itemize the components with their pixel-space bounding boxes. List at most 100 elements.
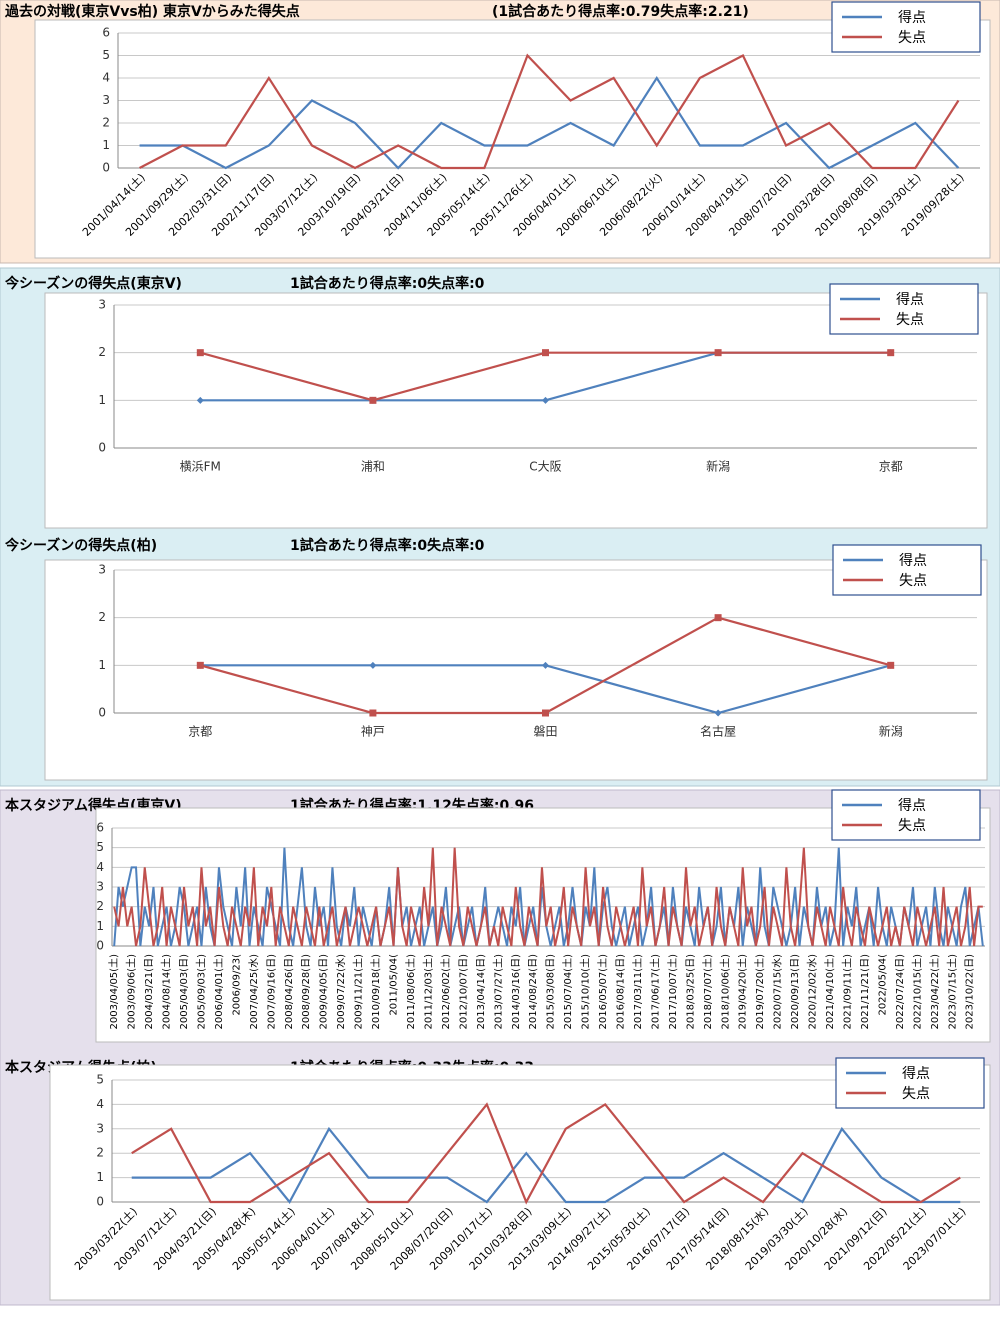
series-line: [139, 75, 960, 170]
chart-title: 今シーズンの得失点(柏): [4, 537, 157, 554]
x-tick-label: 2003/09/06(土): [125, 954, 138, 1030]
x-tick-label: 2009/04/05(日): [319, 954, 330, 1030]
legend-box: [832, 544, 982, 596]
x-tick-label: 神戸: [361, 725, 385, 739]
x-tick-label: 2021/04/10(土): [823, 954, 836, 1030]
legend-box: [835, 1057, 985, 1109]
x-tick-label: 2003/04/05(土): [107, 954, 120, 1030]
y-tick-label: 1: [96, 919, 104, 933]
y-tick-label: 2: [98, 610, 106, 624]
x-tick-label: 2011/05/04(: [389, 954, 400, 1016]
y-tick-label: 0: [102, 161, 110, 175]
y-tick-label: 4: [96, 860, 104, 874]
y-tick-label: 3: [102, 93, 110, 107]
chart-subtitle: (1試合あたり得点率:0.79失点率:2.21): [492, 3, 749, 20]
marker: [542, 709, 549, 717]
legend-box: [829, 283, 979, 335]
x-tick-label: 2017/03/11(土): [631, 954, 644, 1030]
y-tick-label: 6: [96, 821, 104, 835]
y-tick-label: 6: [102, 26, 110, 40]
y-tick-label: 5: [102, 48, 110, 62]
x-tick-label: 2023/07/15(土): [945, 954, 958, 1030]
x-tick-label: 2015/10/10(土): [579, 954, 592, 1030]
x-tick-label: 2012/10/07(日): [458, 954, 469, 1030]
y-tick-label: 1: [102, 138, 110, 152]
marker: [196, 396, 204, 404]
y-tick-label: 5: [96, 1073, 104, 1087]
x-tick-label: 2020/12/02(水): [807, 954, 819, 1030]
y-tick-label: 4: [96, 1097, 104, 1111]
x-tick-label: 2018/07/07(土): [701, 954, 714, 1030]
y-tick-label: 3: [96, 1121, 104, 1135]
marker: [369, 396, 377, 404]
x-tick-label: 2017/06/17(土): [648, 954, 661, 1030]
x-tick-label: 2016/08/14(日): [616, 954, 627, 1030]
y-tick-label: 3: [96, 880, 104, 894]
legend-box: [831, 789, 981, 841]
legend-label: 得点: [896, 291, 924, 308]
y-tick-label: 2: [96, 899, 104, 913]
legend-label: 得点: [898, 797, 926, 814]
legend-label: 失点: [896, 312, 924, 328]
series-line: [113, 847, 983, 947]
marker: [887, 349, 895, 357]
marker: [542, 349, 549, 357]
y-tick-label: 1: [98, 658, 106, 672]
marker: [542, 396, 549, 404]
marker: [714, 349, 722, 357]
x-tick-label: 2016/05/07(土): [596, 954, 609, 1030]
chart-area: [34, 19, 991, 259]
x-tick-label: 2012/06/02(土): [439, 954, 452, 1030]
x-tick-label: 名古屋: [700, 724, 736, 739]
y-tick-label: 2: [102, 116, 110, 130]
chart-subtitle: 1試合あたり得点率:0失点率:0: [290, 275, 485, 292]
series-line: [139, 53, 960, 170]
x-tick-label: 2019/07/20(土): [753, 954, 766, 1030]
x-tick-label: 2005/04/03(日): [179, 954, 190, 1030]
x-tick-label: 2022/07/24(日): [895, 954, 906, 1030]
chart-title: 過去の対戦(東京Vvs柏) 東京Vからみた得失点: [4, 3, 300, 20]
x-tick-label: 2023/04/22(土): [928, 954, 941, 1030]
y-tick-label: 0: [96, 939, 104, 953]
x-tick-label: 2021/11/21(日): [860, 954, 871, 1030]
chart-subtitle: 1試合あたり得点率:0失点率:0: [290, 537, 485, 554]
x-tick-label: 2023/10/22(日): [965, 954, 976, 1030]
marker: [887, 661, 895, 669]
marker: [369, 709, 377, 717]
x-tick-label: 2022/05/04(: [877, 954, 888, 1016]
series-line: [113, 847, 984, 947]
x-tick-label: 2015/07/04(土): [561, 954, 574, 1030]
x-tick-label: 2004/03/21(日): [144, 954, 155, 1030]
x-tick-label: 2021/09/11(土): [841, 954, 854, 1030]
x-tick-label: 磐田: [533, 725, 557, 739]
legend-label: 失点: [898, 30, 926, 46]
x-tick-label: 京都: [188, 725, 212, 739]
x-tick-label: 2008/04/26(日): [284, 954, 295, 1030]
y-tick-label: 1: [96, 1170, 104, 1184]
x-tick-label: 2018/10/06(土): [718, 954, 731, 1030]
y-tick-label: 2: [96, 1146, 104, 1160]
x-tick-label: 2006/09/23(: [231, 954, 242, 1016]
x-tick-label: 2022/10/15(土): [910, 954, 923, 1030]
x-tick-label: 新潟: [706, 459, 730, 474]
x-tick-label: 2014/08/24(日): [528, 954, 539, 1030]
legend-label: 失点: [898, 818, 926, 834]
marker: [196, 661, 204, 669]
legend-box: [831, 1, 981, 53]
x-tick-label: 2006/04/01(土): [212, 954, 225, 1030]
x-tick-label: 2017/10/07(土): [666, 954, 679, 1030]
x-tick-label: 2007/04/25(水): [248, 954, 260, 1030]
marker: [542, 661, 549, 669]
y-tick-label: 0: [98, 706, 106, 720]
x-tick-label: 2014/03/16(日): [511, 954, 522, 1030]
x-tick-label: 新潟: [879, 724, 903, 739]
x-tick-label: C大阪: [529, 460, 561, 474]
marker: [369, 661, 377, 669]
x-tick-label: 2009/11/21(土): [352, 954, 365, 1030]
legend-label: 得点: [898, 9, 926, 26]
y-tick-label: 5: [96, 840, 104, 854]
legend-label: 失点: [902, 1086, 930, 1102]
chart-title: 今シーズンの得失点(東京V): [4, 275, 182, 292]
x-tick-label: 2005/09/03(土): [194, 954, 207, 1030]
y-tick-label: 4: [102, 71, 110, 85]
